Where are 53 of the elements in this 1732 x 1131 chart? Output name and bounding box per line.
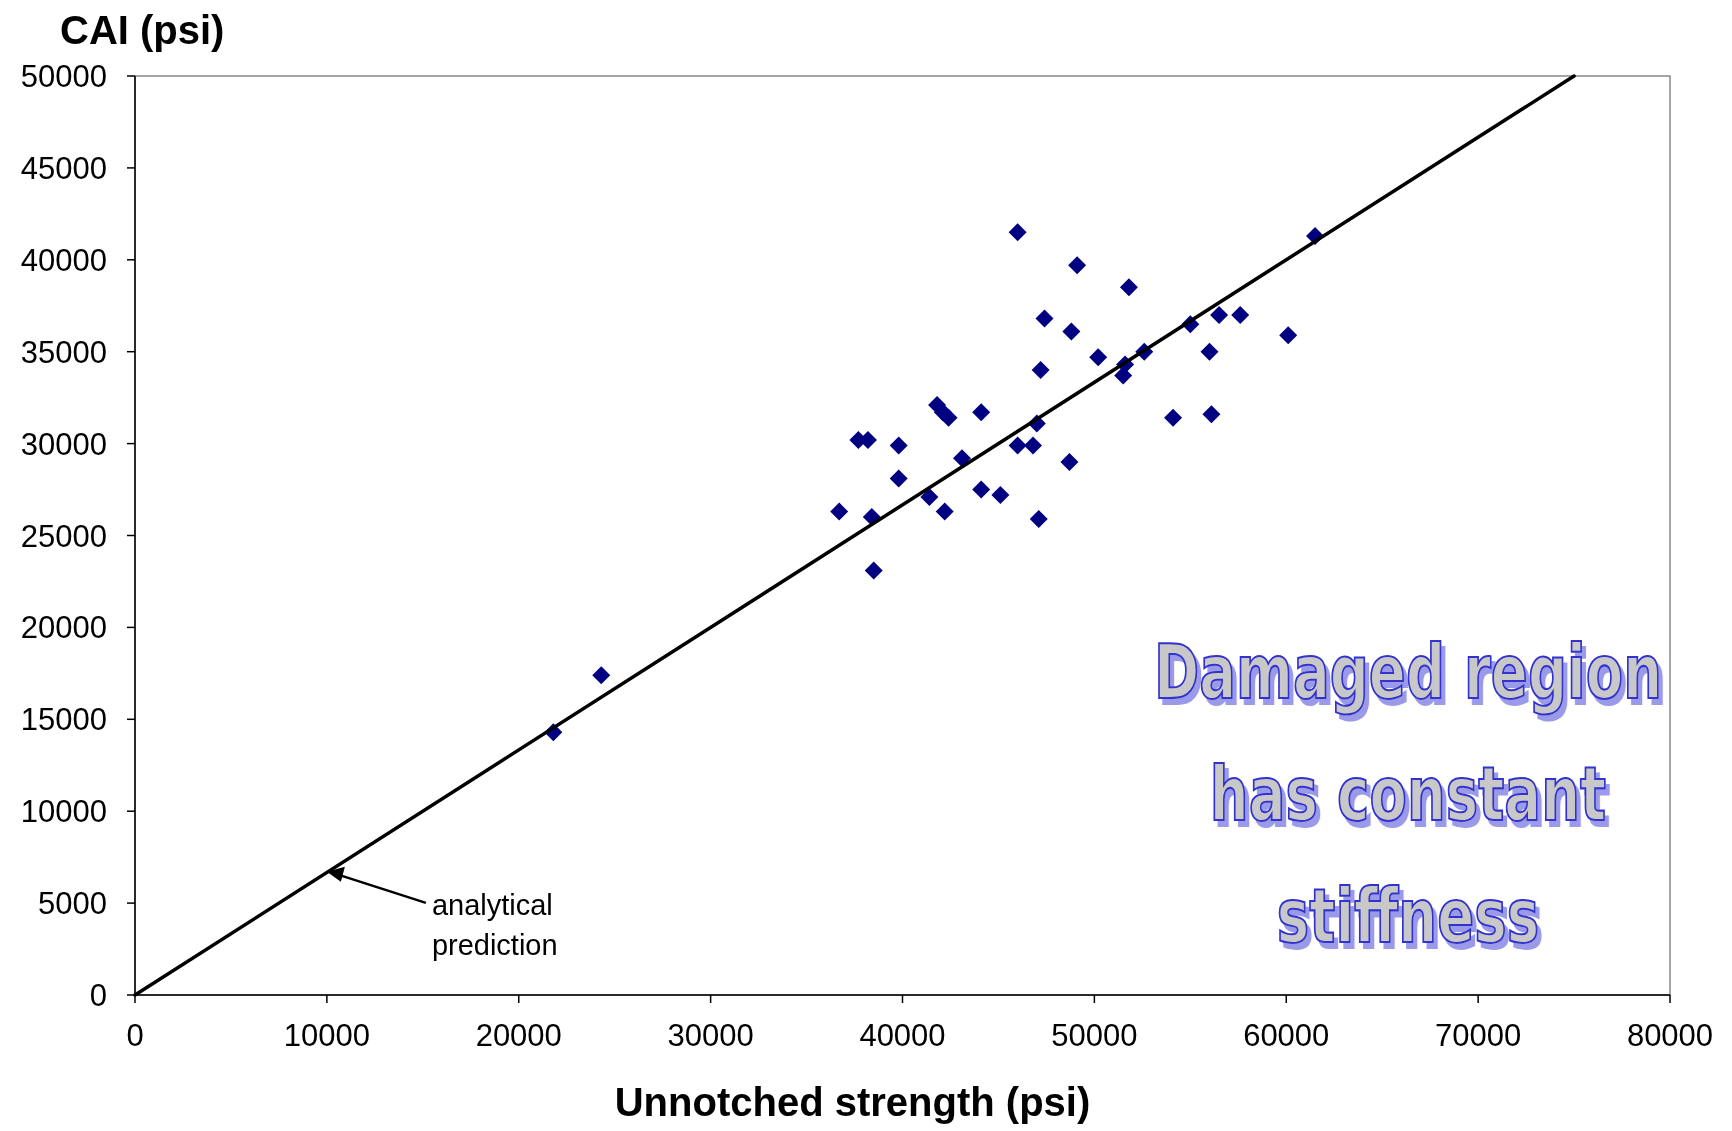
x-axis-title: Unnotched strength (psi)	[614, 1080, 1091, 1124]
y-tick-label: 10000	[20, 794, 107, 830]
point	[952, 449, 971, 468]
point	[1210, 305, 1229, 324]
x-tick-label: 0	[126, 1018, 144, 1053]
y-tick-label: 45000	[20, 150, 107, 186]
point	[889, 436, 908, 455]
x-tick-label: 20000	[475, 1018, 562, 1053]
point	[1023, 436, 1042, 455]
point	[1202, 405, 1221, 424]
point	[830, 502, 849, 521]
point	[935, 502, 954, 521]
y-tick-label: 30000	[20, 426, 107, 462]
x-tick-label: 60000	[1243, 1018, 1330, 1053]
point	[1031, 361, 1050, 380]
point	[1200, 342, 1219, 361]
point	[939, 408, 958, 427]
point	[920, 487, 939, 506]
annotation: Damaged region has constant stiffness	[1153, 629, 1663, 960]
point	[1062, 322, 1081, 341]
x-tick-label: 30000	[667, 1018, 754, 1053]
x-tick-label: 10000	[283, 1018, 370, 1053]
annotation: analytical prediction	[431, 888, 558, 961]
y-tick-label: 5000	[38, 886, 107, 922]
point	[1008, 436, 1027, 455]
y-tick-label: 20000	[20, 610, 107, 646]
x-tick-label: 40000	[859, 1018, 946, 1053]
point	[1060, 452, 1079, 471]
point	[991, 486, 1010, 505]
y-axis-title: CAI (psi)	[60, 8, 225, 52]
point	[1035, 309, 1054, 328]
point	[1068, 256, 1087, 275]
point	[864, 561, 883, 580]
point	[1231, 305, 1250, 324]
x-tick-label: 80000	[1626, 1018, 1714, 1053]
point	[1029, 509, 1048, 528]
y-tick-label: 15000	[20, 702, 107, 738]
y-tick-label: 0	[89, 978, 107, 1013]
point	[1279, 326, 1298, 345]
y-tick-label: 25000	[20, 518, 107, 554]
point	[889, 469, 908, 488]
y-tick-label: 40000	[20, 242, 107, 278]
y-tick-label: 50000	[20, 59, 107, 94]
point	[972, 480, 991, 499]
point	[592, 666, 611, 685]
point	[1119, 278, 1138, 297]
point	[1164, 408, 1183, 427]
point	[972, 403, 991, 422]
point	[1089, 348, 1108, 367]
x-tick-label: 70000	[1435, 1018, 1522, 1053]
point	[1008, 223, 1027, 242]
x-tick-label: 50000	[1051, 1018, 1138, 1053]
y-tick-label: 35000	[20, 334, 107, 370]
